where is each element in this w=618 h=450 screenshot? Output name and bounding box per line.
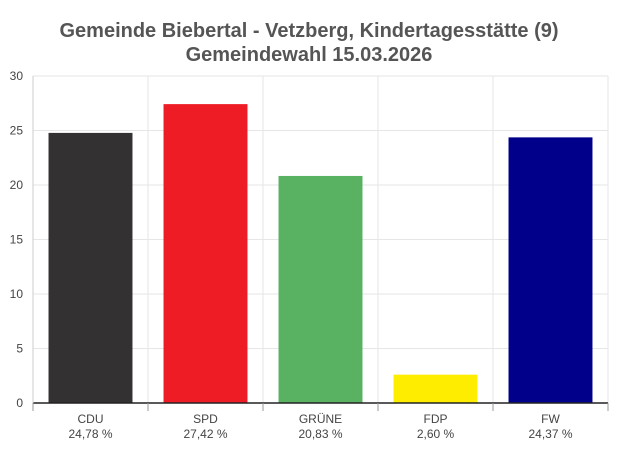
x-value-label: 24,78 %	[68, 427, 112, 441]
x-category-label: FW	[541, 412, 560, 426]
bars	[48, 104, 593, 403]
x-category-label: SPD	[193, 412, 218, 426]
bar-spd	[163, 104, 248, 403]
x-value-label: 27,42 %	[183, 427, 227, 441]
chart-title-line-1: Gemeinde Biebertal - Vetzberg, Kindertag…	[59, 20, 558, 42]
y-tick-label: 10	[10, 287, 24, 301]
y-tick-label: 25	[10, 124, 24, 138]
chart-title: Gemeinde Biebertal - Vetzberg, Kindertag…	[59, 20, 558, 66]
x-value-label: 2,60 %	[417, 427, 455, 441]
x-category-label: GRÜNE	[299, 412, 342, 426]
y-tick-label: 15	[10, 233, 24, 247]
chart-title-line-2: Gemeindewahl 15.03.2026	[186, 44, 433, 66]
y-axis-ticks: 0 5 10 15 20 25 30	[10, 69, 24, 410]
bar-fdp	[393, 374, 478, 403]
x-value-label: 20,83 %	[298, 427, 342, 441]
bar-grüne	[278, 175, 363, 403]
x-value-label: 24,37 %	[528, 427, 572, 441]
bar-fw	[508, 137, 593, 403]
y-tick-label: 5	[16, 342, 23, 356]
axes	[32, 76, 609, 411]
y-tick-label: 20	[10, 178, 24, 192]
y-tick-label: 0	[16, 396, 23, 410]
x-category-label: CDU	[78, 412, 104, 426]
y-tick-label: 30	[10, 69, 24, 83]
bar-cdu	[48, 132, 133, 403]
x-category-label: FDP	[424, 412, 448, 426]
